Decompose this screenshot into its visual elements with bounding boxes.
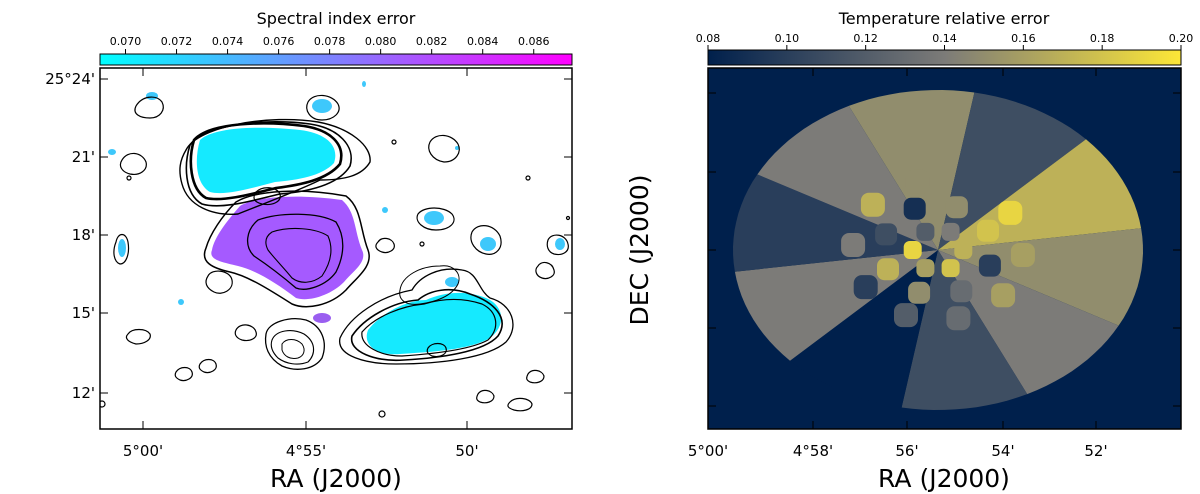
left-cbar-ticklabel: 0.082	[416, 35, 448, 48]
right-axis-ticks	[707, 68, 1181, 429]
left-cbar-ticklabel: 0.076	[263, 35, 295, 48]
inner-cell	[941, 222, 960, 241]
inner-cell	[841, 233, 866, 257]
left-cbar-ticklabel: 0.074	[212, 35, 244, 48]
inner-cell	[905, 169, 930, 194]
inner-cell	[916, 222, 935, 241]
left-ytick-0: 25°24'	[45, 70, 95, 88]
left-cbar-ticklabel: 0.080	[365, 35, 397, 48]
inner-cell	[903, 241, 922, 259]
right-xtick-4: 52'	[1084, 442, 1107, 460]
left-ytick-3: 15'	[72, 304, 95, 322]
outer-sectors	[733, 90, 1143, 410]
inner-cell	[958, 172, 982, 197]
inner-cell	[1010, 243, 1035, 267]
left-colorbar-title: Spectral index error	[257, 9, 416, 28]
small-purple-patch	[313, 313, 331, 323]
inner-cell	[978, 254, 1001, 277]
right-colorbar-title: Temperature relative error	[838, 9, 1050, 28]
left-axis-ticks	[100, 68, 572, 429]
left-cbar-ticklabel: 0.078	[314, 35, 346, 48]
left-map	[100, 81, 571, 418]
inner-cell	[946, 306, 971, 331]
inner-cell	[916, 259, 935, 278]
left-ytick-1: 21'	[72, 148, 95, 166]
left-cbar-ticklabel: 0.070	[110, 35, 142, 48]
inner-cell	[977, 219, 999, 242]
right-cbar-ticklabel: 0.18	[1090, 32, 1115, 45]
right-cbar-ticklabel: 0.12	[853, 32, 878, 45]
outer-sector	[848, 90, 975, 250]
inner-cell	[950, 280, 973, 303]
left-colorbar-ticks: 0.070 0.072 0.074 0.076 0.078 0.080 0.082 0.084…	[110, 35, 550, 54]
inner-cell	[894, 303, 918, 328]
inner-cell	[954, 241, 973, 259]
inner-cell	[903, 197, 926, 220]
inner-cell	[991, 283, 1016, 308]
right-x-axis-title: RA (J2000)	[878, 464, 1010, 493]
radio-contours	[100, 94, 571, 418]
left-ytick-4: 12'	[72, 384, 95, 402]
region-central-lobe	[211, 196, 364, 300]
region-north-lobe	[196, 127, 336, 194]
inner-cell	[908, 281, 931, 304]
left-x-axis-title: RA (J2000)	[270, 464, 402, 493]
left-ytick-2: 18'	[72, 226, 95, 244]
spectral-index-panel: Spectral index error 0.070 0.072 0.074 0.07…	[45, 9, 573, 493]
outer-sector	[757, 105, 938, 251]
right-xtick-1: 4°58'	[793, 442, 833, 460]
right-xtick-3: 54'	[991, 442, 1014, 460]
inner-cell	[941, 259, 960, 278]
outer-sector	[901, 250, 1028, 410]
inner-cell	[875, 223, 898, 246]
left-cbar-ticklabel: 0.072	[161, 35, 193, 48]
inner-cell	[860, 192, 885, 217]
left-cbar-ticklabel: 0.084	[467, 35, 499, 48]
left-plot-frame	[99, 67, 573, 430]
right-cbar-ticklabel: 0.14	[932, 32, 957, 45]
inner-cell	[853, 275, 878, 300]
left-xtick-0: 5°00'	[123, 442, 163, 460]
right-colorbar	[707, 49, 1182, 66]
left-colorbar	[99, 53, 573, 66]
right-map	[733, 90, 1143, 410]
right-y-axis-title: DEC (J2000)	[625, 175, 654, 326]
outer-sector	[938, 92, 1086, 250]
inner-cell	[945, 196, 968, 219]
inner-cells	[841, 169, 1035, 331]
outer-sector	[733, 174, 938, 272]
outer-sector	[790, 250, 938, 408]
right-cbar-ticklabel: 0.20	[1169, 32, 1194, 45]
right-cbar-ticklabel: 0.16	[1011, 32, 1036, 45]
temperature-error-panel: Temperature relative error 0.08 0.10 0.12 0…	[625, 9, 1193, 493]
left-cbar-ticklabel: 0.086	[518, 35, 550, 48]
right-colorbar-ticks: 0.08 0.10 0.12 0.14 0.16 0.18 0.20	[696, 32, 1194, 50]
inner-cell	[877, 258, 899, 281]
left-xtick-2: 50'	[455, 442, 478, 460]
outer-sector	[938, 228, 1143, 326]
right-xtick-2: 56'	[895, 442, 918, 460]
right-cbar-ticklabel: 0.10	[775, 32, 800, 45]
left-xtick-1: 4°55'	[286, 442, 326, 460]
right-cbar-ticklabel: 0.08	[696, 32, 721, 45]
right-plot-frame	[707, 67, 1182, 430]
right-xtick-0: 5°00'	[688, 442, 728, 460]
small-cyan-patches	[108, 81, 565, 305]
outer-sector	[938, 250, 1119, 395]
inner-cell	[998, 200, 1023, 225]
